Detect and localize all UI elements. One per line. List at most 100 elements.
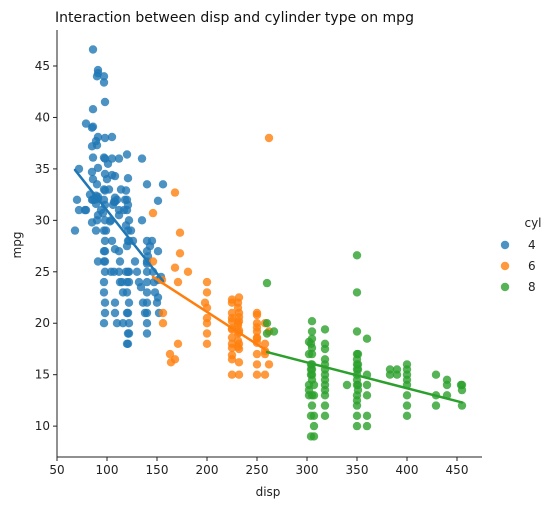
data-point xyxy=(100,236,110,246)
data-point xyxy=(98,208,108,218)
data-point xyxy=(260,370,270,379)
data-point xyxy=(107,132,117,142)
data-point xyxy=(87,218,97,227)
data-point xyxy=(92,72,102,81)
data-point xyxy=(175,249,185,258)
data-point xyxy=(92,180,102,189)
data-point xyxy=(122,288,132,297)
data-point xyxy=(234,312,244,322)
data-point xyxy=(100,257,110,266)
data-point xyxy=(142,267,152,276)
y-axis: 10 15 20 25 30 35 40 45 xyxy=(35,30,58,457)
data-point xyxy=(402,375,412,384)
data-point xyxy=(306,365,316,374)
data-point xyxy=(124,216,134,225)
legend-marker xyxy=(500,282,510,292)
data-point xyxy=(202,329,212,338)
data-point xyxy=(100,267,110,276)
data-point xyxy=(152,298,162,307)
series-4 xyxy=(70,45,168,348)
data-point xyxy=(260,339,270,348)
data-point xyxy=(457,401,467,410)
y-axis-label: mpg xyxy=(10,232,24,259)
trendline-4 xyxy=(73,168,165,283)
data-point xyxy=(202,319,212,328)
data-point xyxy=(153,196,163,205)
data-point xyxy=(202,339,212,348)
data-point xyxy=(252,360,262,369)
legend-marker xyxy=(500,261,510,271)
y-tick-label: 15 xyxy=(35,368,50,382)
data-point xyxy=(137,216,147,225)
data-point xyxy=(262,329,272,338)
x-tick-label: 50 xyxy=(49,463,64,477)
data-point xyxy=(402,411,412,420)
data-point xyxy=(442,375,452,384)
y-tick-label: 30 xyxy=(35,213,50,227)
data-point xyxy=(74,205,84,215)
data-point xyxy=(107,236,117,246)
data-point xyxy=(110,171,120,181)
data-point xyxy=(352,365,362,374)
data-point xyxy=(352,327,362,336)
data-point xyxy=(93,163,103,173)
x-axis-label: disp xyxy=(256,485,281,499)
data-point xyxy=(320,344,330,354)
data-point xyxy=(175,228,185,237)
data-point xyxy=(352,251,362,260)
data-point xyxy=(147,236,157,246)
data-point xyxy=(402,401,412,410)
data-point xyxy=(392,365,402,374)
data-point xyxy=(307,401,317,410)
plot-area xyxy=(70,45,467,441)
data-point xyxy=(112,195,122,204)
data-point xyxy=(114,267,124,276)
data-point xyxy=(262,278,272,288)
y-tick-label: 35 xyxy=(35,162,50,176)
trendline-8 xyxy=(265,350,464,404)
data-point xyxy=(123,308,133,318)
data-point xyxy=(352,421,362,431)
data-point xyxy=(352,288,362,297)
data-point xyxy=(202,288,212,297)
data-point xyxy=(385,365,395,374)
data-point xyxy=(362,421,372,431)
data-point xyxy=(70,226,80,235)
data-point xyxy=(170,355,180,364)
x-axis: 50 100 150 200 250 300 350 400 450 xyxy=(49,456,482,477)
data-point xyxy=(309,421,319,431)
data-point xyxy=(142,180,152,189)
data-point xyxy=(307,349,317,359)
data-point xyxy=(233,303,243,312)
legend-marker xyxy=(500,240,510,250)
data-point xyxy=(227,370,237,379)
data-point xyxy=(158,319,168,328)
data-point xyxy=(122,150,132,159)
data-point xyxy=(309,432,319,441)
data-point xyxy=(99,319,109,328)
data-point xyxy=(320,325,330,334)
y-tick-label: 25 xyxy=(35,265,50,279)
data-point xyxy=(123,200,133,210)
data-point xyxy=(114,247,124,256)
data-point xyxy=(170,188,180,197)
data-point xyxy=(110,298,120,307)
data-point xyxy=(122,241,132,251)
data-point xyxy=(457,385,467,395)
data-point xyxy=(353,385,363,395)
legend-label: 8 xyxy=(528,280,536,294)
data-point xyxy=(88,105,98,114)
data-point xyxy=(227,317,237,326)
data-point xyxy=(307,327,317,336)
data-point xyxy=(227,298,237,307)
data-point xyxy=(165,349,175,359)
data-point xyxy=(142,329,152,338)
chart-title: Interaction between disp and cylinder ty… xyxy=(55,10,414,26)
data-point xyxy=(320,411,330,420)
data-point xyxy=(124,298,134,307)
data-point xyxy=(124,329,134,338)
data-point xyxy=(93,257,103,266)
legend-label: 4 xyxy=(528,238,536,252)
data-point xyxy=(320,385,330,395)
data-point xyxy=(352,396,362,405)
